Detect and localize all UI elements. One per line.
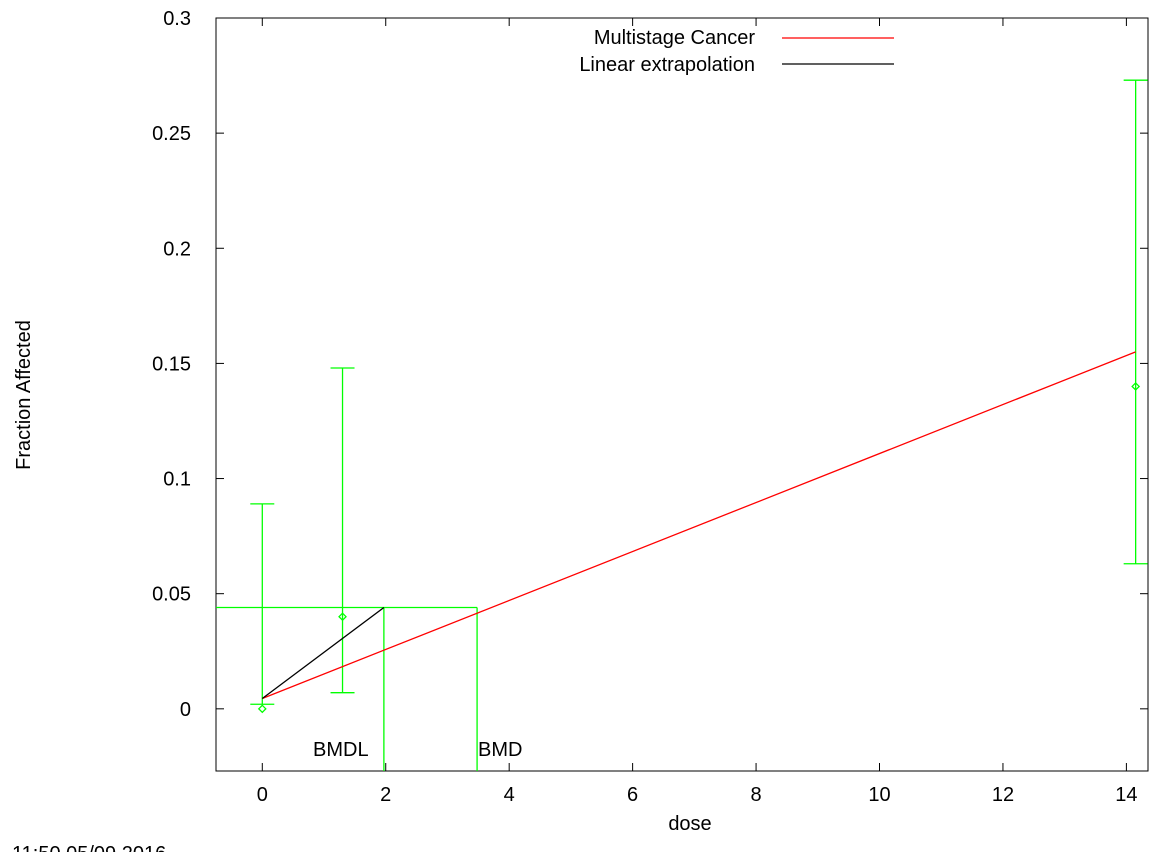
x-tick-label: 14 (1115, 784, 1137, 806)
legend: Multistage Cancer Linear extrapolation (579, 27, 894, 76)
observed-point (338, 612, 347, 622)
y-tick-label: 0.2 (163, 238, 191, 260)
bmd-label: BMD (478, 739, 522, 761)
y-tick-label: 0 (180, 699, 191, 721)
timestamp: 11:50 05/09 2016 (12, 843, 166, 852)
x-tick-label: 4 (504, 784, 515, 806)
y-tick-label: 0.15 (152, 353, 191, 375)
bmdl-label: BMDL (313, 739, 369, 761)
legend-label-multistage: Multistage Cancer (594, 27, 756, 49)
legend-label-linear: Linear extrapolation (579, 54, 755, 76)
x-tick-label: 2 (380, 784, 391, 806)
y-tick-label: 0.1 (163, 469, 191, 491)
observed-point (1131, 382, 1141, 391)
linear-extrapolation-line (261, 606, 385, 699)
y-tick-label: 0.25 (152, 123, 191, 145)
observed-point (257, 704, 267, 714)
y-tick-label: 0.3 (163, 8, 191, 30)
x-tick-label: 6 (627, 784, 638, 806)
y-tick-label: 0.05 (152, 584, 191, 606)
x-tick-label: 8 (751, 784, 762, 806)
x-tick-label: 0 (257, 784, 268, 806)
x-tick-label: 12 (992, 784, 1014, 806)
plot-frame (215, 17, 1149, 772)
y-axis-label: Fraction Affected (13, 320, 35, 470)
x-axis-label: dose (668, 813, 711, 835)
multistage-cancer-line (262, 351, 1136, 700)
x-tick-label: 10 (868, 784, 890, 806)
